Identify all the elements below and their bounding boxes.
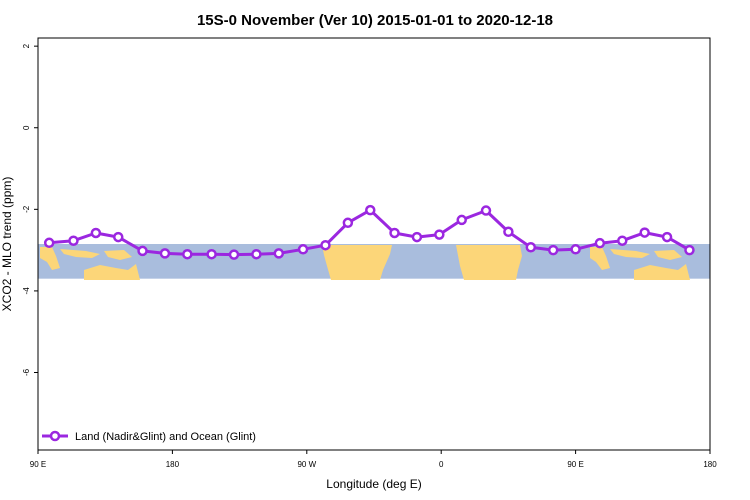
series-0-point-27 [661, 231, 673, 243]
land-indonesia-east [610, 249, 650, 258]
series-0-point-26 [639, 227, 650, 238]
legend-swatch-marker [49, 430, 61, 442]
y-tick-label-2: -2 [22, 205, 31, 213]
y-tick-label-4: -6 [22, 368, 31, 376]
series-0-point-17 [434, 229, 445, 240]
chart-title: 15S-0 November (Ver 10) 2015-01-01 to 20… [197, 12, 553, 29]
series-0-point-4 [137, 245, 148, 257]
land-new-guinea-west [104, 250, 132, 260]
series-0-point-13 [342, 217, 354, 229]
land-new-guinea-east [654, 250, 682, 260]
series-0-point-14 [365, 204, 376, 216]
series-0-point-0 [43, 237, 55, 249]
plot-frame [37, 37, 711, 451]
series-0-point-28 [684, 244, 695, 256]
land-australia-east [634, 264, 690, 280]
series-0-point-1 [68, 235, 79, 246]
y-axis-label: XCO2 - MLO trend (ppm) [0, 177, 14, 312]
series-0-point-10 [273, 248, 285, 259]
series-layer [43, 204, 695, 260]
x-axis-label: Longitude (deg E) [326, 477, 421, 491]
series-0-point-12 [320, 239, 331, 251]
x-tick-label-1: 180 [166, 460, 180, 469]
legend-label: Land (Nadir&Glint) and Ocean (Glint) [75, 431, 256, 443]
land-east-africa [40, 247, 60, 270]
y-tick-label-1: 0 [22, 125, 31, 130]
land-masses [40, 245, 690, 280]
legend: Land (Nadir&Glint) and Ocean (Glint) [42, 430, 256, 443]
land-south-america [322, 245, 392, 280]
series-0-point-23 [570, 244, 581, 255]
series-0-point-20 [503, 226, 514, 238]
x-tick-label-3: 0 [439, 460, 444, 469]
y-axis: 2 0 -2 -4 -6 [22, 43, 38, 376]
series-0-point-3 [113, 231, 124, 243]
land-africa [456, 245, 522, 280]
series-0-point-9 [251, 248, 262, 260]
world-map-band [38, 244, 710, 280]
series-0-point-16 [411, 231, 423, 243]
series-0-point-8 [228, 249, 240, 260]
series-0-point-11 [297, 244, 309, 255]
series-0-point-7 [206, 248, 217, 260]
series-0-point-18 [456, 214, 467, 226]
series-0-point-21 [525, 242, 537, 253]
series-0-point-22 [547, 244, 559, 256]
x-tick-label-4: 90 E [567, 460, 583, 469]
series-0-point-24 [594, 237, 606, 249]
series-0-point-5 [159, 248, 171, 259]
series-0-point-2 [90, 227, 102, 239]
land-australia-west [84, 264, 140, 280]
series-0-point-25 [617, 235, 628, 246]
series-0-point-15 [389, 227, 400, 239]
series-0-point-6 [182, 248, 193, 260]
x-tick-label-2: 90 W [297, 460, 316, 469]
x-tick-label-0: 90 E [30, 460, 46, 469]
x-axis: 90 E 180 90 W 0 90 E 180 [30, 450, 717, 469]
land-indonesia-west [60, 249, 100, 258]
y-tick-label-0: 2 [22, 43, 31, 48]
land-east-africa-east [590, 247, 610, 270]
x-tick-label-5: 180 [703, 460, 717, 469]
y-tick-label-3: -4 [22, 287, 31, 295]
series-0-point-19 [480, 205, 492, 216]
